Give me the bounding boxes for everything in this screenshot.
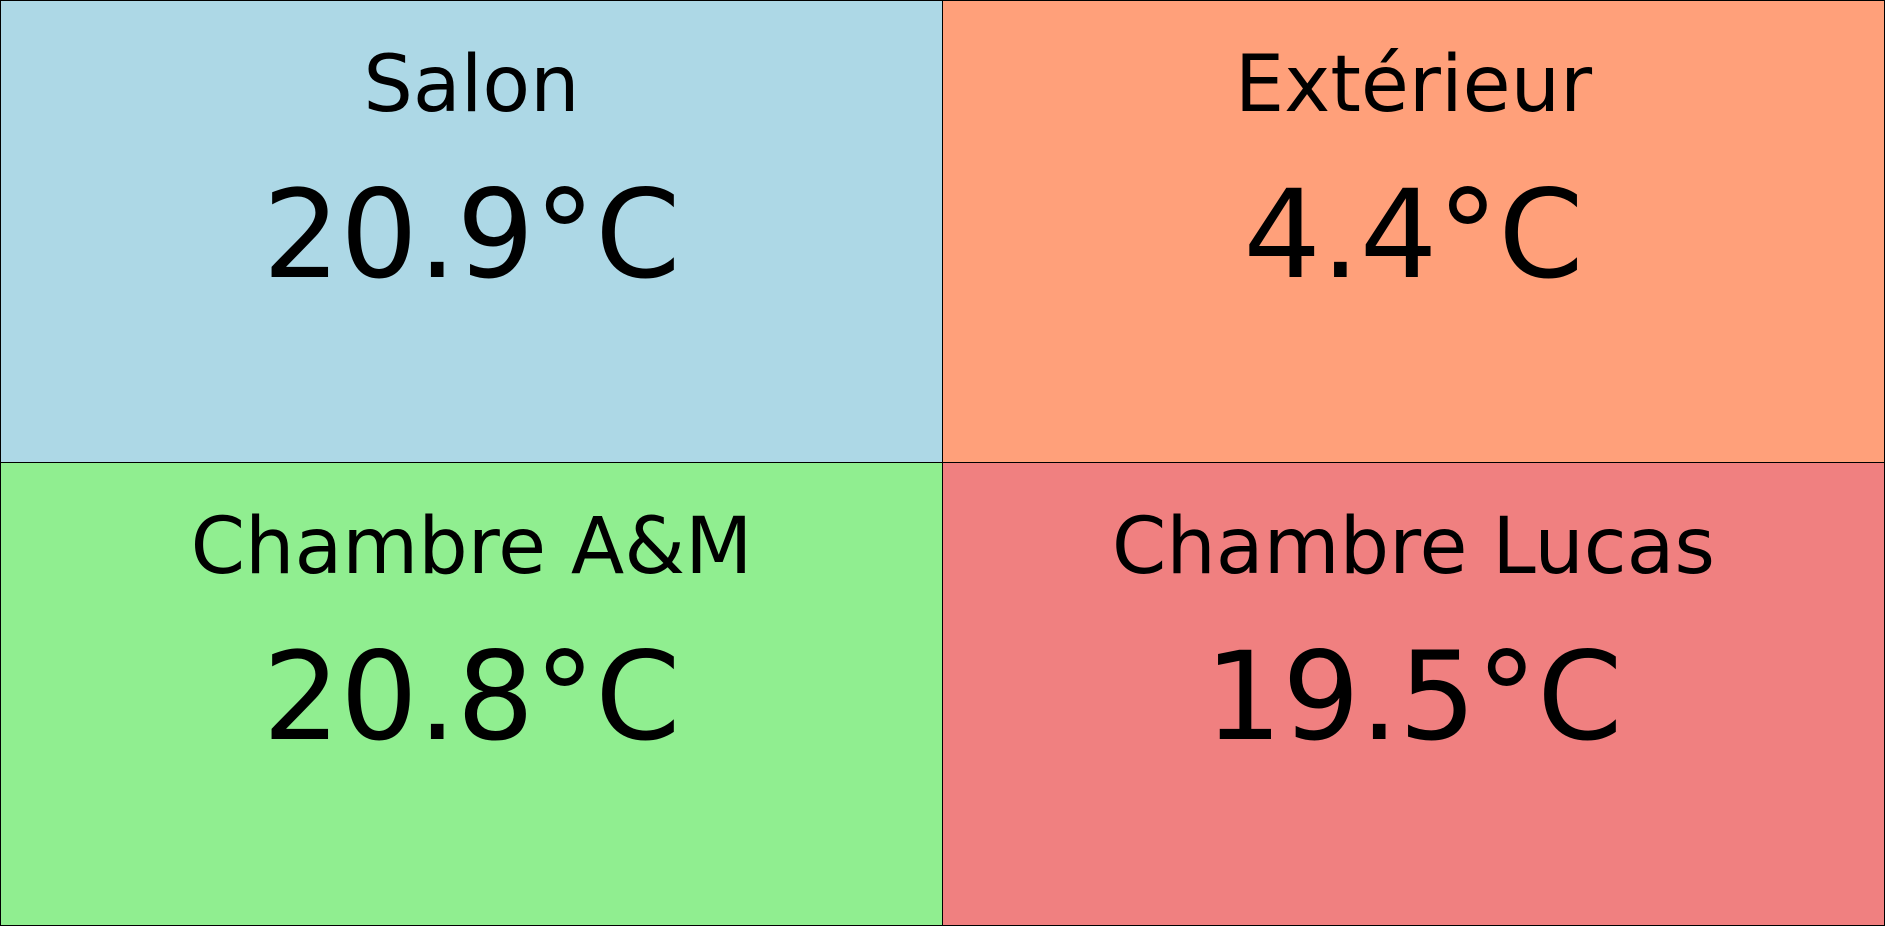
room-name: Chambre Lucas	[1111, 502, 1716, 592]
room-temperature: 4.4°C	[1243, 164, 1584, 306]
room-tile-chambre-lucas: Chambre Lucas 19.5°C	[943, 463, 1885, 926]
room-temperature: 19.5°C	[1204, 626, 1623, 768]
room-tile-chambre-am: Chambre A&M 20.8°C	[0, 463, 943, 926]
room-name: Chambre A&M	[190, 502, 753, 592]
room-tile-salon: Salon 20.9°C	[0, 0, 943, 463]
room-temperature: 20.8°C	[262, 626, 681, 768]
room-tile-exterieur: Extérieur 4.4°C	[943, 0, 1885, 463]
room-name: Salon	[363, 40, 580, 130]
room-name: Extérieur	[1234, 40, 1593, 130]
room-temperature: 20.9°C	[262, 164, 681, 306]
